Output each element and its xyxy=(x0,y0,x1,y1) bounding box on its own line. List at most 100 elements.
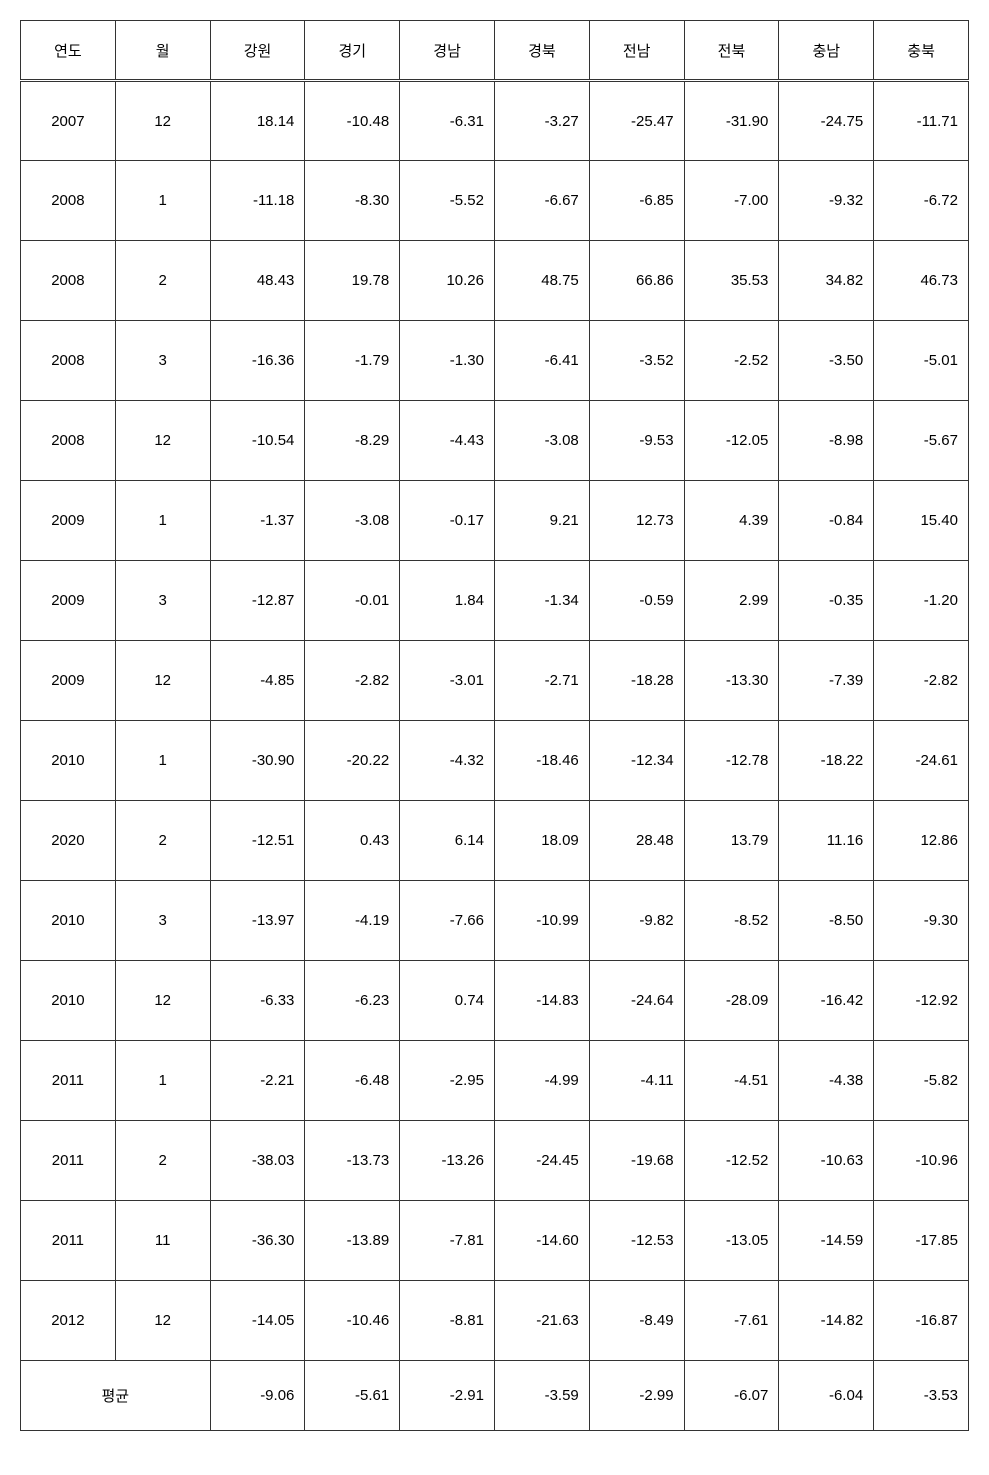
table-cell: -16.42 xyxy=(779,961,874,1041)
table-cell: 11 xyxy=(115,1201,210,1281)
footer-value: -3.53 xyxy=(874,1361,969,1431)
table-cell: -12.87 xyxy=(210,561,305,641)
footer-value: -2.91 xyxy=(400,1361,495,1431)
table-cell: -1.34 xyxy=(494,561,589,641)
table-cell: 2.99 xyxy=(684,561,779,641)
table-cell: 48.75 xyxy=(494,241,589,321)
table-cell: -2.82 xyxy=(305,641,400,721)
table-cell: 2009 xyxy=(21,641,116,721)
table-header: 연도 월 강원 경기 경남 경북 전남 전북 충남 충북 xyxy=(21,21,969,81)
table-cell: 0.74 xyxy=(400,961,495,1041)
table-cell: 28.48 xyxy=(589,801,684,881)
table-cell: -3.27 xyxy=(494,81,589,161)
table-cell: -10.63 xyxy=(779,1121,874,1201)
table-cell: -18.22 xyxy=(779,721,874,801)
table-cell: -12.53 xyxy=(589,1201,684,1281)
footer-value: -5.61 xyxy=(305,1361,400,1431)
table-cell: -24.61 xyxy=(874,721,969,801)
table-cell: -5.67 xyxy=(874,401,969,481)
table-row: 20103-13.97-4.19-7.66-10.99-9.82-8.52-8.… xyxy=(21,881,969,961)
table-cell: -18.46 xyxy=(494,721,589,801)
table-cell: -14.05 xyxy=(210,1281,305,1361)
table-cell: -24.64 xyxy=(589,961,684,1041)
table-cell: -6.23 xyxy=(305,961,400,1041)
table-cell: -8.81 xyxy=(400,1281,495,1361)
table-cell: 12 xyxy=(115,641,210,721)
table-cell: -3.50 xyxy=(779,321,874,401)
table-row: 20111-2.21-6.48-2.95-4.99-4.11-4.51-4.38… xyxy=(21,1041,969,1121)
col-header-month: 월 xyxy=(115,21,210,81)
table-cell: -1.30 xyxy=(400,321,495,401)
table-cell: -6.41 xyxy=(494,321,589,401)
footer-value: -2.99 xyxy=(589,1361,684,1431)
table-cell: -12.92 xyxy=(874,961,969,1041)
table-cell: -3.08 xyxy=(494,401,589,481)
table-cell: -0.35 xyxy=(779,561,874,641)
table-cell: -9.32 xyxy=(779,161,874,241)
table-cell: -21.63 xyxy=(494,1281,589,1361)
col-header-jeonbuk: 전북 xyxy=(684,21,779,81)
table-cell: 12.86 xyxy=(874,801,969,881)
table-cell: 6.14 xyxy=(400,801,495,881)
table-cell: 2011 xyxy=(21,1201,116,1281)
table-row: 20202-12.510.436.1418.0928.4813.7911.161… xyxy=(21,801,969,881)
table-cell: -4.85 xyxy=(210,641,305,721)
table-cell: 2 xyxy=(115,801,210,881)
table-cell: 1 xyxy=(115,161,210,241)
table-cell: -31.90 xyxy=(684,81,779,161)
table-cell: 15.40 xyxy=(874,481,969,561)
table-cell: -7.39 xyxy=(779,641,874,721)
table-cell: 66.86 xyxy=(589,241,684,321)
table-cell: 10.26 xyxy=(400,241,495,321)
table-cell: 35.53 xyxy=(684,241,779,321)
table-cell: -8.52 xyxy=(684,881,779,961)
table-cell: -4.38 xyxy=(779,1041,874,1121)
table-cell: 2010 xyxy=(21,881,116,961)
table-cell: -4.51 xyxy=(684,1041,779,1121)
table-cell: -16.87 xyxy=(874,1281,969,1361)
table-cell: -14.60 xyxy=(494,1201,589,1281)
table-cell: 2009 xyxy=(21,481,116,561)
table-cell: -2.52 xyxy=(684,321,779,401)
table-cell: 2 xyxy=(115,241,210,321)
table-cell: -8.49 xyxy=(589,1281,684,1361)
table-cell: -4.99 xyxy=(494,1041,589,1121)
table-cell: -9.30 xyxy=(874,881,969,961)
table-cell: 12 xyxy=(115,961,210,1041)
table-cell: -6.33 xyxy=(210,961,305,1041)
table-cell: -1.37 xyxy=(210,481,305,561)
table-cell: -0.17 xyxy=(400,481,495,561)
table-cell: -3.52 xyxy=(589,321,684,401)
table-cell: 48.43 xyxy=(210,241,305,321)
table-cell: -3.08 xyxy=(305,481,400,561)
table-cell: -6.72 xyxy=(874,161,969,241)
table-cell: -13.30 xyxy=(684,641,779,721)
table-cell: -30.90 xyxy=(210,721,305,801)
table-cell: -13.73 xyxy=(305,1121,400,1201)
table-cell: 1 xyxy=(115,481,210,561)
table-cell: -7.81 xyxy=(400,1201,495,1281)
col-header-chungnam: 충남 xyxy=(779,21,874,81)
table-cell: -16.36 xyxy=(210,321,305,401)
table-cell: 0.43 xyxy=(305,801,400,881)
footer-label: 평균 xyxy=(21,1361,211,1431)
table-cell: 12 xyxy=(115,1281,210,1361)
col-header-gangwon: 강원 xyxy=(210,21,305,81)
table-cell: 2007 xyxy=(21,81,116,161)
table-cell: 34.82 xyxy=(779,241,874,321)
footer-value: -6.04 xyxy=(779,1361,874,1431)
table-cell: 11.16 xyxy=(779,801,874,881)
table-cell: -12.52 xyxy=(684,1121,779,1201)
table-cell: 1 xyxy=(115,1041,210,1121)
table-cell: -6.67 xyxy=(494,161,589,241)
table-cell: -14.82 xyxy=(779,1281,874,1361)
table-cell: -12.51 xyxy=(210,801,305,881)
table-cell: -14.59 xyxy=(779,1201,874,1281)
table-body: 20071218.14-10.48-6.31-3.27-25.47-31.90-… xyxy=(21,81,969,1361)
table-cell: 19.78 xyxy=(305,241,400,321)
col-header-year: 연도 xyxy=(21,21,116,81)
table-cell: -7.61 xyxy=(684,1281,779,1361)
table-cell: -19.68 xyxy=(589,1121,684,1201)
table-cell: -36.30 xyxy=(210,1201,305,1281)
table-cell: -38.03 xyxy=(210,1121,305,1201)
